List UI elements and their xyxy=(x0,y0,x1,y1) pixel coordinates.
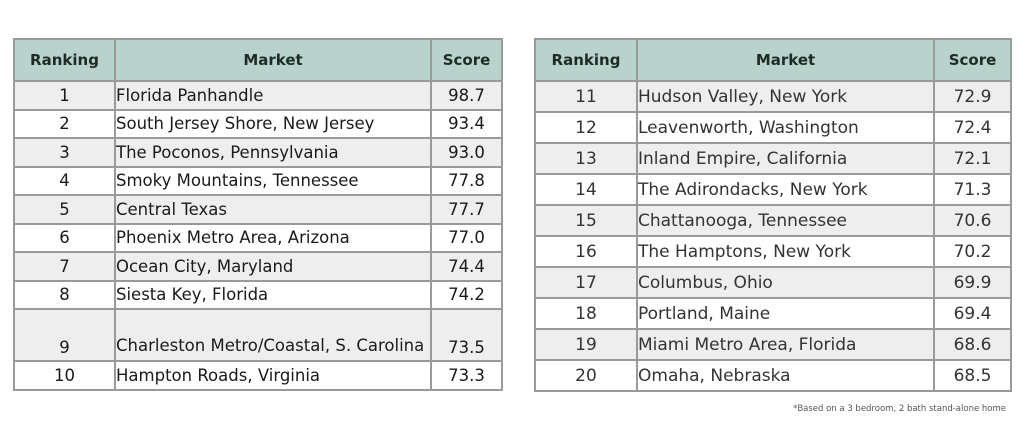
rank-cell: 16 xyxy=(534,235,638,268)
header-ranking: Ranking xyxy=(534,38,638,82)
market-cell: The Poconos, Pennsylvania xyxy=(114,137,432,168)
header-market: Market xyxy=(114,38,432,82)
table-row: 4 Smoky Mountains, Tennessee 77.8 xyxy=(13,165,503,196)
table-row: 6 Phoenix Metro Area, Arizona 77.0 xyxy=(13,222,503,253)
ranking-table-right: Ranking Market Score 11 Hudson Valley, N… xyxy=(534,38,1012,392)
rank-cell: 9 xyxy=(13,308,116,362)
header-score: Score xyxy=(933,38,1012,82)
score-cell: 70.6 xyxy=(933,204,1012,237)
rank-cell: 3 xyxy=(13,137,116,168)
rank-cell: 1 xyxy=(13,80,116,111)
score-cell: 74.2 xyxy=(430,279,503,310)
header-ranking: Ranking xyxy=(13,38,116,82)
score-cell: 73.3 xyxy=(430,360,503,391)
rank-cell: 10 xyxy=(13,360,116,391)
table-row: 1 Florida Panhandle 98.7 xyxy=(13,80,503,111)
market-cell: Hampton Roads, Virginia xyxy=(114,360,432,391)
score-cell: 68.5 xyxy=(933,359,1012,392)
table-row: 5 Central Texas 77.7 xyxy=(13,194,503,225)
market-cell: Siesta Key, Florida xyxy=(114,279,432,310)
market-cell: Miami Metro Area, Florida xyxy=(636,328,935,361)
table-row: 10 Hampton Roads, Virginia 73.3 xyxy=(13,360,503,391)
table-row: 16 The Hamptons, New York 70.2 xyxy=(534,235,1012,268)
table-row: 3 The Poconos, Pennsylvania 93.0 xyxy=(13,137,503,168)
score-cell: 72.4 xyxy=(933,111,1012,144)
table-row: 7 Ocean City, Maryland 74.4 xyxy=(13,251,503,282)
score-cell: 77.8 xyxy=(430,165,503,196)
rank-cell: 15 xyxy=(534,204,638,237)
rank-cell: 4 xyxy=(13,165,116,196)
score-cell: 98.7 xyxy=(430,80,503,111)
rank-cell: 7 xyxy=(13,251,116,282)
market-cell: Chattanooga, Tennessee xyxy=(636,204,935,237)
rank-cell: 13 xyxy=(534,142,638,175)
score-cell: 72.1 xyxy=(933,142,1012,175)
market-cell: The Adirondacks, New York xyxy=(636,173,935,206)
rank-cell: 14 xyxy=(534,173,638,206)
rank-cell: 2 xyxy=(13,108,116,139)
table-row: 8 Siesta Key, Florida 74.2 xyxy=(13,279,503,310)
table-row: 20 Omaha, Nebraska 68.5 xyxy=(534,359,1012,392)
market-cell: Charleston Metro/Coastal, S. Carolina xyxy=(114,308,432,362)
table-row: 18 Portland, Maine 69.4 xyxy=(534,297,1012,330)
market-cell: The Hamptons, New York xyxy=(636,235,935,268)
score-cell: 93.0 xyxy=(430,137,503,168)
market-cell: Columbus, Ohio xyxy=(636,266,935,299)
rank-cell: 5 xyxy=(13,194,116,225)
market-cell: Central Texas xyxy=(114,194,432,225)
score-cell: 71.3 xyxy=(933,173,1012,206)
header-market: Market xyxy=(636,38,935,82)
table-row: 11 Hudson Valley, New York 72.9 xyxy=(534,80,1012,113)
score-cell: 74.4 xyxy=(430,251,503,282)
score-cell: 68.6 xyxy=(933,328,1012,361)
score-cell: 77.0 xyxy=(430,222,503,253)
ranking-table-left: Ranking Market Score 1 Florida Panhandle… xyxy=(13,38,503,391)
market-cell: Florida Panhandle xyxy=(114,80,432,111)
rank-cell: 6 xyxy=(13,222,116,253)
table-row: 15 Chattanooga, Tennessee 70.6 xyxy=(534,204,1012,237)
rank-cell: 11 xyxy=(534,80,638,113)
table-row: 12 Leavenworth, Washington 72.4 xyxy=(534,111,1012,144)
rank-cell: 17 xyxy=(534,266,638,299)
rank-cell: 8 xyxy=(13,279,116,310)
market-cell: Ocean City, Maryland xyxy=(114,251,432,282)
rank-cell: 12 xyxy=(534,111,638,144)
table-row: 14 The Adirondacks, New York 71.3 xyxy=(534,173,1012,206)
header-score: Score xyxy=(430,38,503,82)
market-cell: Hudson Valley, New York xyxy=(636,80,935,113)
market-cell: South Jersey Shore, New Jersey xyxy=(114,108,432,139)
rank-cell: 20 xyxy=(534,359,638,392)
score-cell: 77.7 xyxy=(430,194,503,225)
market-cell: Omaha, Nebraska xyxy=(636,359,935,392)
score-cell: 70.2 xyxy=(933,235,1012,268)
score-cell: 73.5 xyxy=(430,308,503,362)
score-cell: 72.9 xyxy=(933,80,1012,113)
score-cell: 69.9 xyxy=(933,266,1012,299)
footnote: *Based on a 3 bedroom, 2 bath stand-alon… xyxy=(793,404,1006,414)
table-row: 2 South Jersey Shore, New Jersey 93.4 xyxy=(13,108,503,139)
header-row: Ranking Market Score xyxy=(534,38,1012,82)
header-row: Ranking Market Score xyxy=(13,38,503,82)
score-cell: 93.4 xyxy=(430,108,503,139)
market-cell: Smoky Mountains, Tennessee xyxy=(114,165,432,196)
rank-cell: 19 xyxy=(534,328,638,361)
market-cell: Phoenix Metro Area, Arizona xyxy=(114,222,432,253)
table-row: 17 Columbus, Ohio 69.9 xyxy=(534,266,1012,299)
score-cell: 69.4 xyxy=(933,297,1012,330)
table-row: 9 Charleston Metro/Coastal, S. Carolina … xyxy=(13,308,503,362)
rank-cell: 18 xyxy=(534,297,638,330)
market-cell: Inland Empire, California xyxy=(636,142,935,175)
table-row: 19 Miami Metro Area, Florida 68.6 xyxy=(534,328,1012,361)
market-cell: Portland, Maine xyxy=(636,297,935,330)
market-cell: Leavenworth, Washington xyxy=(636,111,935,144)
table-row: 13 Inland Empire, California 72.1 xyxy=(534,142,1012,175)
